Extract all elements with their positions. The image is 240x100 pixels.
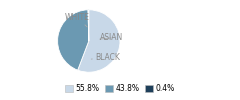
Wedge shape <box>58 10 89 70</box>
Wedge shape <box>78 10 120 72</box>
Wedge shape <box>88 10 89 41</box>
Text: BLACK: BLACK <box>91 53 120 62</box>
Text: WHITE: WHITE <box>65 13 89 27</box>
Text: ASIAN: ASIAN <box>100 33 123 42</box>
Legend: 55.8%, 43.8%, 0.4%: 55.8%, 43.8%, 0.4% <box>62 81 178 96</box>
